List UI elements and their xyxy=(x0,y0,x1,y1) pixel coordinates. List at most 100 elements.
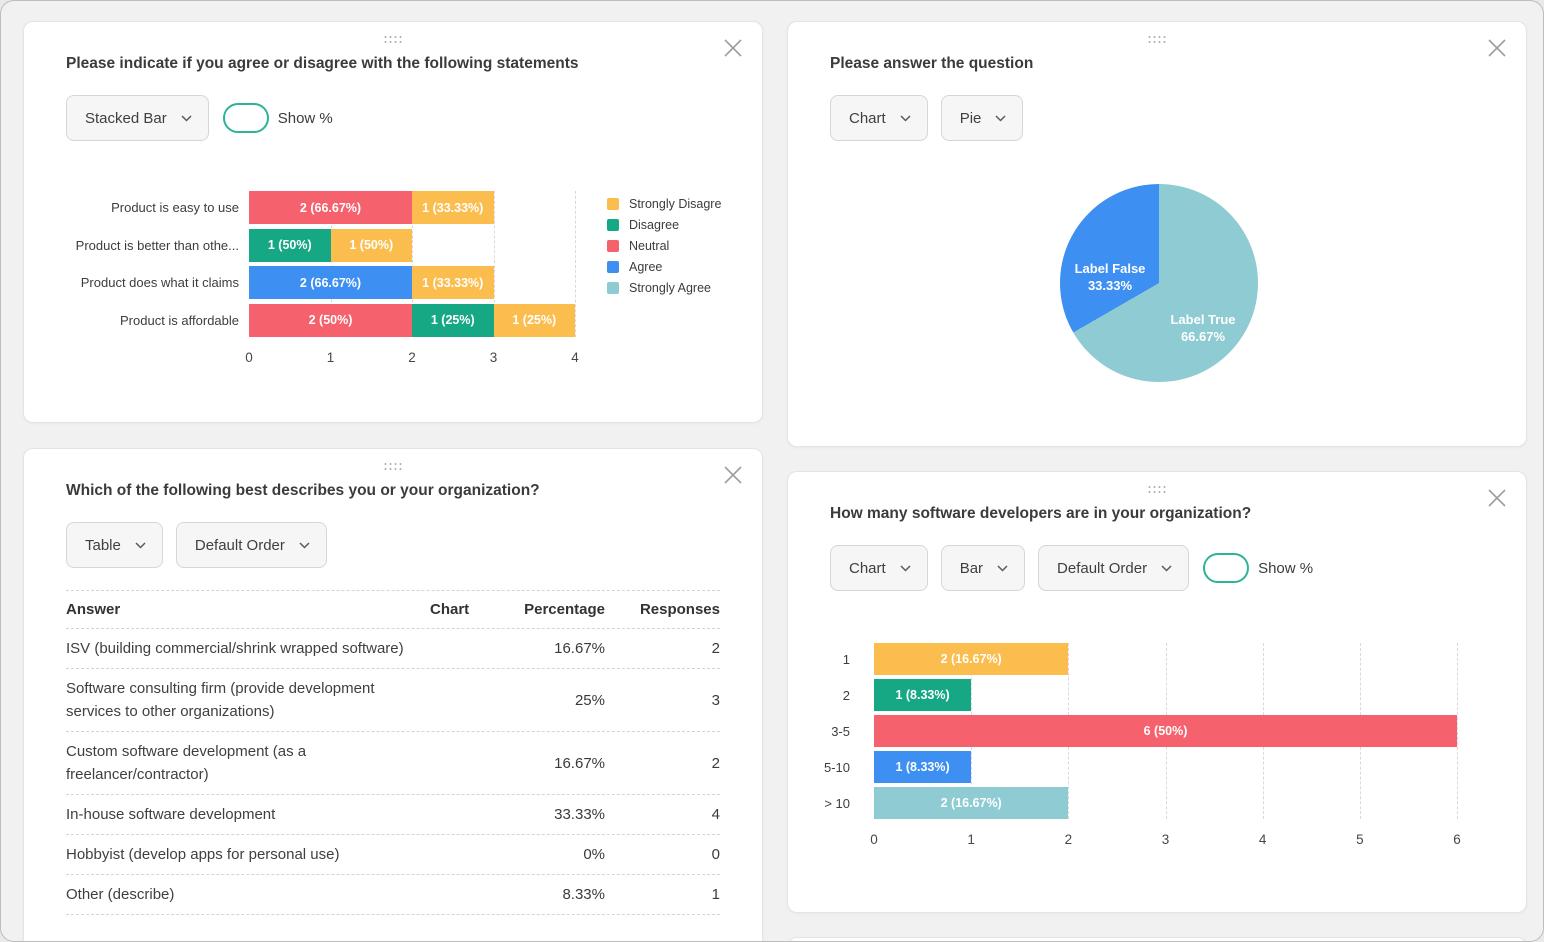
show-percent-toggle[interactable] xyxy=(1189,549,1250,583)
legend-label: Strongly Agree xyxy=(629,281,711,295)
panel-controls: Chart Bar Default Order Show % xyxy=(830,545,1484,591)
legend-label: Strongly Disagre xyxy=(629,197,722,211)
drag-handle-icon[interactable] xyxy=(1145,32,1170,47)
bar-segment[interactable]: 1 (25%) xyxy=(412,303,494,337)
category-label: Product is affordable xyxy=(120,312,239,328)
chevron-down-icon xyxy=(900,564,911,572)
table-row[interactable]: ISV (building commercial/shrink wrapped … xyxy=(66,629,720,669)
table-row[interactable]: Hobbyist (develop apps for personal use)… xyxy=(66,835,720,875)
show-percent-toggle[interactable] xyxy=(208,99,269,133)
stacked-bar-select[interactable]: Stacked Bar xyxy=(66,95,209,141)
x-axis-tick: 1 xyxy=(967,832,975,847)
drag-handle-icon[interactable] xyxy=(1145,482,1170,497)
bar-segment[interactable]: 2 (16.67%) xyxy=(874,787,1069,819)
toggle-label: Show % xyxy=(1258,559,1314,577)
chevron-down-icon xyxy=(997,564,1008,572)
close-button[interactable] xyxy=(720,36,746,62)
table-select[interactable]: Table xyxy=(66,522,163,568)
chevron-down-icon xyxy=(135,541,146,549)
column-header-chart: Chart xyxy=(430,601,470,618)
panel-title: Please answer the question xyxy=(830,55,1034,72)
table-row[interactable]: In-house software development 33.33% 4 xyxy=(66,795,720,835)
bar-select[interactable]: Bar xyxy=(940,545,1026,591)
drag-handle-icon[interactable] xyxy=(381,32,406,47)
column-header-percentage: Percentage xyxy=(524,601,605,618)
legend-swatch xyxy=(607,198,619,210)
bar-segment[interactable]: 1 (25%) xyxy=(493,303,575,337)
legend-label: Disagree xyxy=(629,218,680,232)
bar-row: 2 (66.67%) 1 (33.33%) xyxy=(249,266,494,299)
responses-value: 2 xyxy=(711,640,720,657)
table-row[interactable]: Other (describe) 8.33% 1 xyxy=(66,875,720,915)
percentage-value: 16.67% xyxy=(554,754,605,772)
legend-item: Agree xyxy=(607,260,721,274)
pie-select[interactable]: Pie xyxy=(940,95,1024,141)
answer-text: ISV (building commercial/shrink wrapped … xyxy=(66,640,404,657)
bar-row: 2 (16.67%) xyxy=(874,787,1069,819)
category-label: 3-5 xyxy=(831,723,850,739)
responses-value: 1 xyxy=(711,886,720,903)
close-button[interactable] xyxy=(720,463,746,489)
drag-handle-icon[interactable] xyxy=(381,459,406,474)
chart-select[interactable]: Chart xyxy=(830,95,928,141)
toggle-label: Show % xyxy=(277,109,333,127)
select-value: Chart xyxy=(849,559,886,577)
responses-value: 3 xyxy=(711,691,720,709)
x-axis-tick: 4 xyxy=(571,349,579,365)
column-header-responses: Responses xyxy=(639,601,720,618)
category-label: 2 xyxy=(842,687,850,703)
answer-text: In-house software development xyxy=(66,806,276,823)
select-value: Chart xyxy=(849,109,886,127)
bar-segment[interactable]: 1 (50%) xyxy=(330,228,412,262)
responses-value: 0 xyxy=(711,846,720,863)
bar-row: 6 (50%) xyxy=(874,715,1457,747)
bar-segment[interactable]: 1 (8.33%) xyxy=(874,751,972,783)
panel-organization-table: Which of the following best describes yo… xyxy=(23,448,763,941)
bar-segment[interactable]: 2 (66.67%) xyxy=(249,191,412,224)
category-label: 5-10 xyxy=(823,759,850,775)
bar-segment[interactable]: 6 (50%) xyxy=(874,715,1457,747)
bar-segment[interactable]: 2 (66.67%) xyxy=(249,266,412,299)
bar-row: 1 (8.33%) xyxy=(874,751,972,783)
close-button[interactable] xyxy=(1484,486,1510,512)
stacked-bar-chart: Product is easy to use Product is better … xyxy=(24,191,762,376)
category-label: Product is better than othe... xyxy=(75,237,239,253)
close-icon xyxy=(1488,489,1506,507)
default-order-select[interactable]: Default Order xyxy=(175,522,327,568)
chart-legend: Strongly Disagre Disagree Neutral Agree Stro… xyxy=(607,197,721,302)
chart-select[interactable]: Chart xyxy=(830,545,928,591)
bar-segment[interactable]: 1 (33.33%) xyxy=(412,266,494,299)
x-axis-tick: 1 xyxy=(326,349,335,365)
panel-controls: Table Default Order xyxy=(66,522,720,568)
table-row[interactable]: Custom software development (as a freela… xyxy=(66,732,720,795)
bar-segment[interactable]: 1 (50%) xyxy=(249,228,331,262)
close-button[interactable] xyxy=(1484,36,1510,62)
bar-segment[interactable]: 1 (33.33%) xyxy=(412,191,494,224)
answers-table: Answer Chart Percentage Responses ISV (build… xyxy=(66,590,720,915)
category-label: Product does what it claims xyxy=(80,275,239,290)
legend-swatch xyxy=(607,240,619,252)
chevron-down-icon xyxy=(900,114,911,122)
bar-row: 2 (16.67%) xyxy=(874,643,1069,675)
chevron-down-icon xyxy=(181,114,192,122)
select-value: Pie xyxy=(959,109,982,127)
select-value: Bar xyxy=(959,559,984,577)
category-label: > 10 xyxy=(824,795,850,811)
bar-segment[interactable]: 2 (16.67%) xyxy=(874,643,1069,675)
chevron-down-icon xyxy=(995,114,1006,122)
panel-pie-question: Please answer the question Chart Pie Labe… xyxy=(787,21,1527,447)
legend-swatch xyxy=(607,282,619,294)
bar-chart: 1 2 3-5 5-10 > 10 2 (16.67%) 1 (8.33%) 6 (50%) 1… xyxy=(788,643,1526,858)
default-order-select[interactable]: Default Order xyxy=(1038,545,1190,591)
legend-item: Disagree xyxy=(607,218,721,232)
pie-slice-label: Label False 33.33% xyxy=(1074,261,1146,293)
select-value: Default Order xyxy=(1057,559,1148,577)
bar-segment[interactable]: 2 (50%) xyxy=(249,303,412,337)
close-icon xyxy=(724,466,742,484)
panel-agree-disagree: Please indicate if you agree or disagree… xyxy=(23,21,763,423)
table-row[interactable]: Software consulting firm (provide develo… xyxy=(66,669,720,732)
bar-segment[interactable]: 1 (8.33%) xyxy=(874,679,972,711)
answer-text: Other (describe) xyxy=(66,886,175,903)
column-header-answer: Answer xyxy=(66,601,121,618)
